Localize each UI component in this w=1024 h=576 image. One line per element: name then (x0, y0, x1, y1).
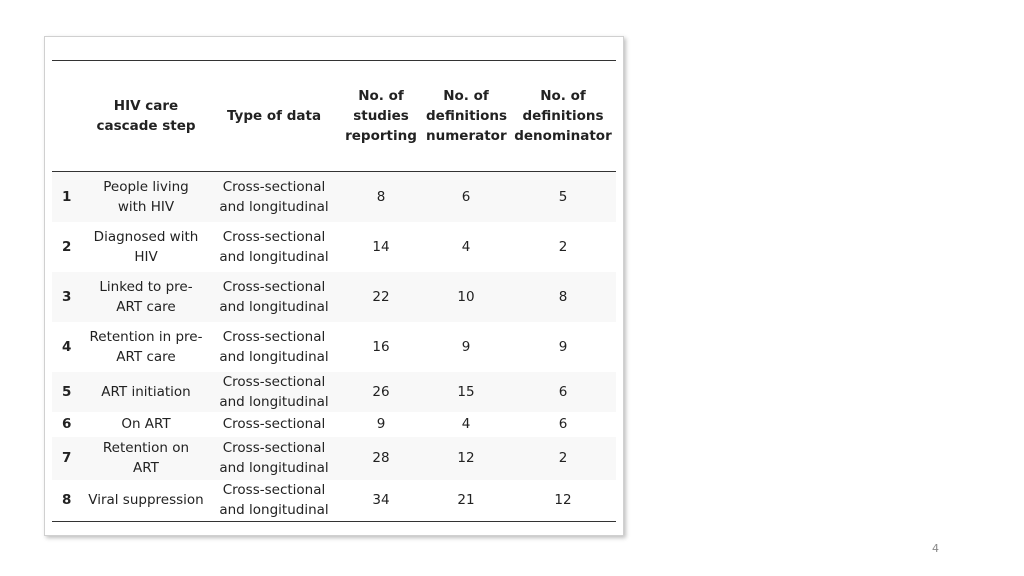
table-body: 1 People living with HIV Cross-sectional a… (52, 171, 616, 522)
table-header: HIV care cascade step Type of data No. of … (52, 60, 616, 172)
row-number: 3 (62, 288, 72, 305)
table: HIV care cascade step Type of data No. of … (52, 60, 616, 522)
table-cell: Retention in pre-ART care (89, 328, 203, 365)
table-cell: 4 (461, 416, 471, 432)
header-cell: Type of data (226, 108, 322, 124)
row-number: 4 (62, 338, 72, 355)
row-number: 7 (62, 450, 72, 466)
header-cell: No. of studies reporting (345, 88, 417, 144)
table-cell: 26 (372, 383, 390, 400)
table-cell: 8 (376, 188, 386, 205)
table-cell: 4 (461, 238, 471, 255)
table-cell: 14 (372, 238, 390, 255)
header-row: HIV care cascade step Type of data No. of … (52, 60, 616, 172)
table-cell: 28 (372, 450, 390, 466)
frame (44, 36, 624, 536)
table-row: 2 Diagnosed with HIV Cross-sectional and l… (52, 222, 616, 272)
table-cell: Viral suppression (88, 492, 204, 509)
table-cell: People living with HIV (103, 178, 189, 215)
table-cell: 10 (457, 288, 475, 305)
table-row: 6 On ART Cross-sectional 9 4 6 (52, 412, 616, 437)
header-cell: No. of definitions denominator (514, 88, 612, 144)
table-cell: Cross-sectional and longitudinal (219, 228, 329, 265)
table-row: 8 Viral suppression Cross-sectional and lo… (52, 480, 616, 522)
table-cell: On ART (121, 416, 171, 432)
table-cell: 6 (558, 416, 568, 432)
table-cell: 6 (558, 383, 568, 400)
table-cell: 6 (461, 188, 471, 205)
table-cell: Cross-sectional and longitudinal (219, 328, 329, 365)
table-cell: 16 (372, 338, 390, 355)
table-cell: Cross-sectional and longitudinal (219, 178, 329, 215)
table-cell: 21 (457, 492, 475, 509)
table-row: 4 Retention in pre-ART care Cross-sectiona… (52, 322, 616, 372)
table-cell: 34 (372, 492, 390, 509)
table-cell: Cross-sectional and longitudinal (219, 482, 329, 519)
table-row: 1 People living with HIV Cross-sectional a… (52, 171, 616, 222)
table-cell: 12 (457, 450, 475, 466)
table-cell: Diagnosed with HIV (93, 228, 199, 265)
row-number: 6 (62, 416, 72, 432)
table-cell: 2 (558, 450, 568, 466)
table-cell: 15 (457, 383, 475, 400)
page-number: 4 (932, 542, 939, 555)
row-number: 8 (62, 492, 72, 509)
table-cell: 22 (372, 288, 390, 305)
table-row: 5 ART initiation Cross-sectional and longi… (52, 371, 616, 412)
header-cell (52, 61, 84, 172)
table-cell: ART initiation (101, 383, 191, 400)
table-cell: Linked to pre-ART care (99, 278, 193, 315)
header-cell: HIV care cascade step (96, 98, 196, 134)
table-cell: 9 (376, 416, 386, 432)
row-number: 5 (62, 383, 72, 400)
table-cell: 9 (558, 338, 568, 355)
table-cell: Cross-sectional and longitudinal (219, 278, 329, 315)
table-row: 7 Retention on ART Cross-sectional and lon… (52, 436, 616, 480)
row-number: 1 (62, 188, 72, 205)
table-row: 3 Linked to pre-ART care Cross-sectional a… (52, 271, 616, 322)
table-cell: 2 (558, 238, 568, 255)
table-cell: Cross-sectional and longitudinal (219, 373, 329, 410)
table-cell: 5 (558, 188, 568, 205)
table-cell: Cross-sectional and longitudinal (219, 440, 329, 476)
table-cell: Retention on ART (102, 440, 190, 476)
table-cell: 12 (554, 492, 572, 509)
header-cell: No. of definitions numerator (426, 88, 508, 144)
row-number: 2 (62, 238, 72, 255)
table-cell: 8 (558, 288, 568, 305)
table-cell: 9 (461, 338, 471, 355)
table-cell: Cross-sectional (222, 416, 326, 432)
